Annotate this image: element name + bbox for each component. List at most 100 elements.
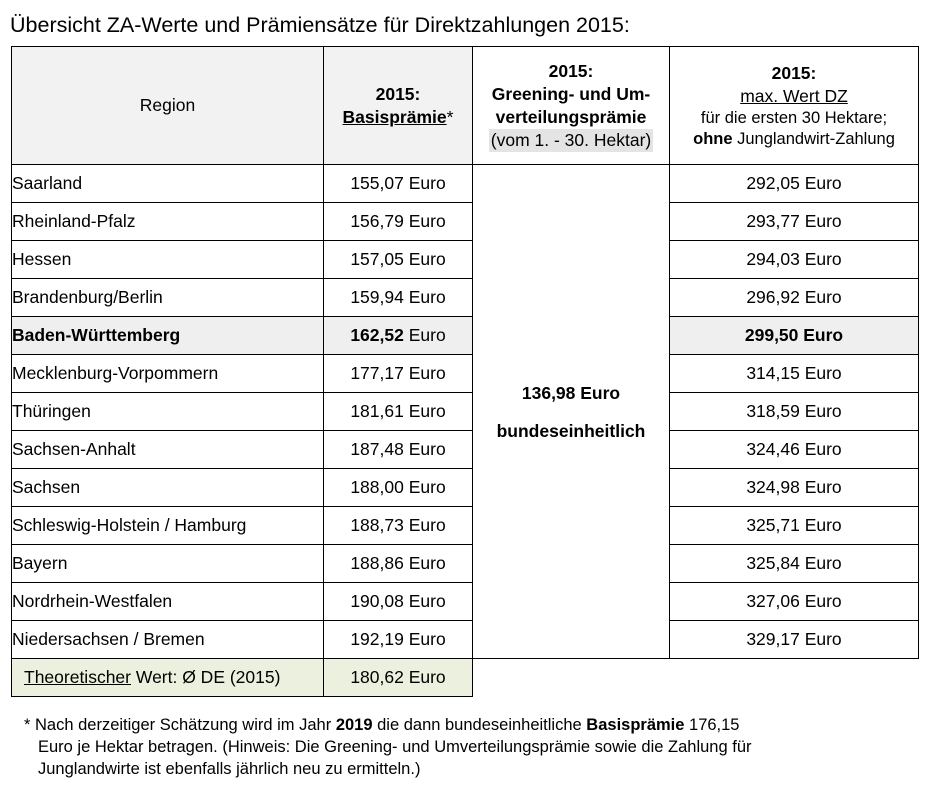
table-row: Brandenburg/Berlin 159,94 Euro 296,92 Eu…	[11, 278, 919, 317]
basis-unit: Euro	[408, 553, 446, 573]
average-label-rest: Wert: Ø DE (2015)	[131, 667, 281, 687]
basis-unit: Euro	[408, 325, 446, 345]
region-name: Bayern	[11, 544, 324, 583]
basis-number: 188,73	[350, 515, 404, 535]
basis-unit: Euro	[408, 173, 446, 193]
header-max-line2: ohne Junglandwirt-Zahlung	[671, 129, 918, 150]
max-value: 325,71 Euro	[669, 506, 919, 545]
basis-value: 162,52 Euro	[323, 316, 473, 355]
average-label: Theoretischer Wert: Ø DE (2015)	[11, 658, 324, 697]
greening-cell: 136,98 Euro bundeseinheitlich	[472, 164, 670, 659]
header-max-year: 2015:	[771, 62, 817, 83]
region-name: Nordrhein-Westfalen	[11, 582, 324, 621]
table-row: Bayern 188,86 Euro 325,84 Euro	[11, 544, 919, 583]
region-name: Sachsen	[11, 468, 324, 507]
max-value: 294,03 Euro	[669, 240, 919, 279]
header-max-line1: für die ersten 30 Hektare;	[700, 108, 888, 127]
max-value: 292,05 Euro	[669, 164, 919, 203]
footnote-line2: Euro je Hektar betragen. (Hinweis: Die G…	[38, 738, 752, 756]
header-basis-asterisk: *	[446, 106, 454, 127]
header-basis-year: 2015:	[375, 83, 421, 104]
max-value: 299,50 Euro	[669, 316, 919, 355]
basis-unit: Euro	[408, 629, 446, 649]
basis-value: 157,05 Euro	[323, 240, 473, 279]
basis-value: 190,08 Euro	[323, 582, 473, 621]
footnote-year: 2019	[335, 716, 373, 734]
region-name: Niedersachsen / Bremen	[11, 620, 324, 659]
table-row: Thüringen 181,61 Euro 318,59 Euro	[11, 392, 919, 431]
basis-unit: Euro	[408, 287, 446, 307]
average-label-underlined: Theoretischer	[24, 667, 131, 687]
basis-value: 188,00 Euro	[323, 468, 473, 507]
basis-unit: Euro	[408, 591, 446, 611]
basis-number: 181,61	[350, 401, 404, 421]
table-row: Niedersachsen / Bremen 192,19 Euro 329,1…	[11, 620, 919, 659]
average-row: Theoretischer Wert: Ø DE (2015) 180,62 E…	[11, 658, 919, 697]
header-greening-line2: verteilungsprämie	[495, 106, 647, 127]
basis-number: 157,05	[350, 249, 404, 269]
basis-value: 188,73 Euro	[323, 506, 473, 545]
max-value: 293,77 Euro	[669, 202, 919, 241]
table-row: Schleswig-Holstein / Hamburg 188,73 Euro…	[11, 506, 919, 545]
footnote-line3: Junglandwirte ist ebenfalls jährlich neu…	[38, 760, 421, 778]
basis-value: 192,19 Euro	[323, 620, 473, 659]
header-max-label: max. Wert DZ	[740, 85, 848, 106]
basis-number: 190,08	[350, 591, 404, 611]
basis-number: 162,52	[350, 325, 404, 345]
basis-value: 159,94 Euro	[323, 278, 473, 317]
table-row: Rheinland-Pfalz 156,79 Euro 293,77 Euro	[11, 202, 919, 241]
table-row: Sachsen-Anhalt 187,48 Euro 324,46 Euro	[11, 430, 919, 469]
basis-value: 188,86 Euro	[323, 544, 473, 583]
table-header-row: Region 2015: Basisprämie* 2015: Greening…	[11, 46, 919, 165]
max-value: 314,15 Euro	[669, 354, 919, 393]
table-row: Hessen 157,05 Euro 294,03 Euro	[11, 240, 919, 279]
footnote-part3: 176,15	[684, 716, 740, 734]
basis-unit: Euro	[408, 515, 446, 535]
region-name: Sachsen-Anhalt	[11, 430, 324, 469]
region-name: Thüringen	[11, 392, 324, 431]
region-name: Hessen	[11, 240, 324, 279]
footnote-part2: die dann bundeseinheitliche	[372, 716, 587, 734]
footnote-line1: * Nach derzeitiger Schätzung wird im Jah…	[24, 714, 752, 736]
basis-unit: Euro	[408, 249, 446, 269]
table-row: Mecklenburg-Vorpommern 177,17 Euro 314,1…	[11, 354, 919, 393]
page-title: Übersicht ZA-Werte und Prämiensätze für …	[10, 13, 630, 37]
basis-value: 156,79 Euro	[323, 202, 473, 241]
basis-number: 177,17	[350, 363, 404, 383]
table-row: Sachsen 188,00 Euro 324,98 Euro	[11, 468, 919, 507]
basis-value: 155,07 Euro	[323, 164, 473, 203]
basis-number: 192,19	[350, 629, 404, 649]
premium-table: Region 2015: Basisprämie* 2015: Greening…	[11, 46, 919, 697]
average-empty-1	[473, 659, 670, 697]
region-name: Rheinland-Pfalz	[11, 202, 324, 241]
header-basis-label: Basisprämie	[342, 106, 447, 127]
header-greening-line3: (vom 1. - 30. Hektar)	[488, 128, 654, 152]
max-value: 329,17 Euro	[669, 620, 919, 659]
footnote: * Nach derzeitiger Schätzung wird im Jah…	[24, 714, 752, 780]
header-region-label: Region	[139, 95, 196, 115]
table-row-highlight: Baden-Württemberg 162,52 Euro 299,50 Eur…	[11, 316, 919, 355]
basis-number: 188,00	[350, 477, 404, 497]
region-name: Saarland	[11, 164, 324, 203]
basis-number: 187,48	[350, 439, 404, 459]
max-value: 318,59 Euro	[669, 392, 919, 431]
region-name: Schleswig-Holstein / Hamburg	[11, 506, 324, 545]
greening-note: bundeseinheitlich	[496, 420, 646, 441]
header-basis: 2015: Basisprämie*	[323, 46, 473, 165]
max-value: 296,92 Euro	[669, 278, 919, 317]
basis-number: 188,86	[350, 553, 404, 573]
table-row: Saarland 155,07 Euro 136,98 Euro bundese…	[11, 164, 919, 659]
max-value: 324,98 Euro	[669, 468, 919, 507]
basis-value: 187,48 Euro	[323, 430, 473, 469]
basis-value: 181,61 Euro	[323, 392, 473, 431]
average-value: 180,62 Euro	[323, 658, 473, 697]
footnote-term: Basisprämie	[586, 716, 685, 734]
region-name: Mecklenburg-Vorpommern	[11, 354, 324, 393]
basis-unit: Euro	[408, 401, 446, 421]
header-greening: 2015: Greening- und Um- verteilungsprämi…	[472, 46, 670, 165]
max-value: 324,46 Euro	[669, 430, 919, 469]
table-row: Nordrhein-Westfalen 190,08 Euro 327,06 E…	[11, 582, 919, 621]
region-name: Baden-Württemberg	[11, 316, 324, 355]
basis-unit: Euro	[408, 477, 446, 497]
footnote-part1: * Nach derzeitiger Schätzung wird im Jah…	[24, 716, 336, 734]
